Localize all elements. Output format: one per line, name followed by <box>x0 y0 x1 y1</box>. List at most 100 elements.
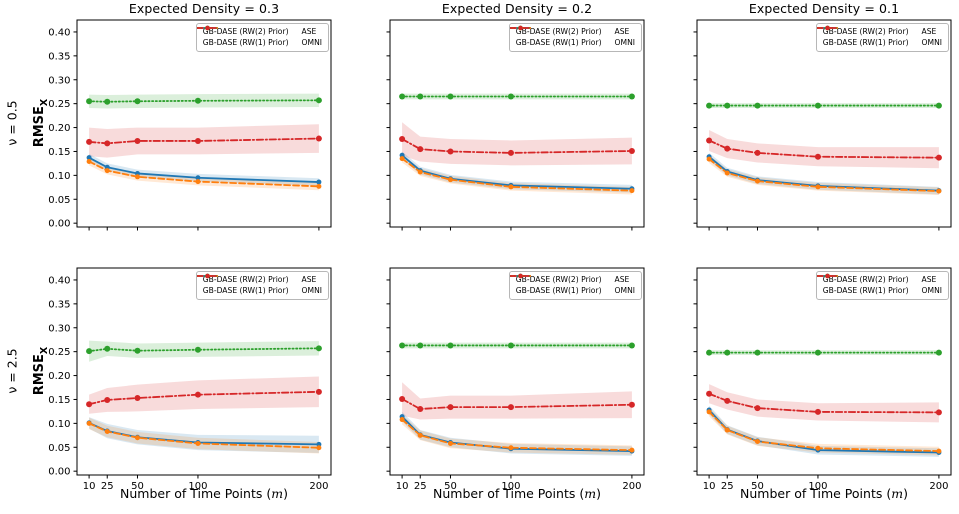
subplot-canvas-r2c1: 0.00 0.05 0.10 0.15 0.20 0.25 0.30 0.35 0.40 10 25… <box>48 267 332 492</box>
marker-ase <box>724 102 731 109</box>
marker-rw1 <box>417 432 423 438</box>
marker-omni <box>447 148 454 155</box>
marker-rw1 <box>629 447 635 453</box>
y-tick-label: 0.25 <box>48 99 70 110</box>
marker-omni <box>724 397 731 404</box>
marker-ase <box>194 97 201 104</box>
marker-ase <box>935 349 942 356</box>
legend-item-rw1: GB-DASE (RW(1) Prior) <box>196 25 289 48</box>
marker-ase <box>814 102 821 109</box>
marker-rw1 <box>316 445 322 451</box>
legend-r2c2: GB-DASE (RW(2) Prior) GB-DASE (RW(1) Prio… <box>508 271 642 300</box>
subplot-title-density-03: Expected Density = 0.3 <box>128 1 280 16</box>
marker-omni <box>134 137 141 144</box>
legend-r1c1: GB-DASE (RW(2) Prior) GB-DASE (RW(1) Prio… <box>195 23 329 52</box>
x-tick-label: 10 <box>83 481 96 492</box>
legend-glyph-omni-icon <box>196 273 218 279</box>
legend-item-ase: ASE <box>816 25 942 37</box>
marker-omni <box>754 405 761 412</box>
legend-item-omni: OMNI <box>509 273 635 296</box>
subplot-canvas-r1c1: 0.00 0.05 0.10 0.15 0.20 0.25 0.30 0.35 0.40 <box>48 19 332 231</box>
row-label-nu-05: ν = 0.5 <box>4 100 20 146</box>
legend-label: OMNI <box>614 286 635 296</box>
y-tick-label: 0.10 <box>48 171 70 182</box>
x-tick-label: 10 <box>396 481 409 492</box>
marker-ase <box>754 349 761 356</box>
legend-label: OMNI <box>921 38 942 48</box>
legend-item-ase: ASE <box>196 25 322 37</box>
legend-glyph-omni-icon <box>509 25 531 31</box>
band-rw1 <box>709 155 939 195</box>
x-tick-label: 200 <box>309 481 328 492</box>
marker-ase <box>507 342 514 349</box>
band-omni <box>402 122 632 166</box>
marker-omni <box>104 396 111 403</box>
marker-omni <box>628 401 635 408</box>
band-omni <box>709 384 939 423</box>
marker-omni <box>194 391 201 398</box>
legend-item-rw1: GB-DASE (RW(1) Prior) <box>196 273 289 296</box>
marker-rw1 <box>754 178 760 184</box>
y-tick-label: 0.20 <box>48 371 70 382</box>
band-rw1 <box>89 157 319 191</box>
y-tick-label: 0.05 <box>48 195 70 206</box>
x-tick-label: 25 <box>414 481 427 492</box>
x-tick-label: 50 <box>131 481 144 492</box>
y-tick-label: 0.15 <box>48 147 70 158</box>
legend-item-rw1: GB-DASE (RW(1) Prior) <box>816 273 909 296</box>
y-tick-label: 0.35 <box>48 51 70 62</box>
legend-label: ASE <box>921 275 937 284</box>
x-tick-label: 100 <box>501 481 520 492</box>
x-tick-label: 50 <box>444 481 457 492</box>
legend-label: GB-DASE (RW(1) Prior) <box>202 38 289 48</box>
line-omni <box>708 139 940 159</box>
marker-omni <box>104 140 111 147</box>
legend-label: GB-DASE (RW(1) Prior) <box>515 38 602 48</box>
marker-ase <box>134 98 141 105</box>
band-rw1 <box>89 417 319 454</box>
subplot-canvas-r2c2: 10 25 50 100 200 <box>386 267 645 492</box>
marker-rw1 <box>508 445 514 451</box>
marker-rw1 <box>724 427 730 433</box>
marker-ase <box>628 93 635 100</box>
x-tick-label: 100 <box>188 481 207 492</box>
y-tick-label: 0.25 <box>48 347 70 358</box>
line-omni <box>708 392 940 414</box>
marker-rw1 <box>447 177 453 183</box>
subplot-canvas-r1c3 <box>693 19 952 231</box>
subplot-r2c1: 0.00 0.05 0.10 0.15 0.20 0.25 0.30 0.35 0.40 10 25… <box>48 267 332 492</box>
legend-label: GB-DASE (RW(1) Prior) <box>822 38 909 48</box>
x-tick-label: 200 <box>622 481 641 492</box>
legend-label: GB-DASE (RW(1) Prior) <box>202 286 289 296</box>
marker-omni <box>86 401 93 408</box>
legend-item-omni: OMNI <box>509 25 635 48</box>
legend-item-omni: OMNI <box>816 25 942 48</box>
legend-glyph-omni-icon <box>816 25 838 31</box>
x-tick-label: 100 <box>808 481 827 492</box>
marker-omni <box>315 388 322 395</box>
y-tick-label: 0.20 <box>48 123 70 134</box>
legend-label: GB-DASE (RW(1) Prior) <box>822 286 909 296</box>
marker-omni <box>194 137 201 144</box>
axes-frame <box>696 19 952 228</box>
marker-rw1 <box>316 183 322 189</box>
subplot-title-density-01: Expected Density = 0.1 <box>748 1 900 16</box>
legend-label: GB-DASE (RW(2) Prior) <box>202 27 289 36</box>
marker-rw1 <box>104 168 110 174</box>
legend-glyph-omni-icon <box>196 25 218 31</box>
band-rw1 <box>709 407 939 456</box>
axes-frame <box>76 19 332 228</box>
legend-item-rw1: GB-DASE (RW(1) Prior) <box>509 25 602 48</box>
x-tick-label: 25 <box>101 481 114 492</box>
marker-omni <box>507 404 514 411</box>
marker-omni <box>417 406 424 413</box>
legend-label: OMNI <box>614 38 635 48</box>
legend-glyph-omni-icon <box>509 273 531 279</box>
legend-r1c2: GB-DASE (RW(2) Prior) GB-DASE (RW(1) Prio… <box>508 23 642 52</box>
subplot-r2c3: 10 25 50 100 200 GB-DASE (RW(2) Prior) GB-DASE… <box>693 267 952 492</box>
marker-rw1 <box>706 409 712 415</box>
legend-label: GB-DASE (RW(2) Prior) <box>202 275 289 284</box>
marker-ase <box>315 345 322 352</box>
marker-omni <box>507 149 514 156</box>
